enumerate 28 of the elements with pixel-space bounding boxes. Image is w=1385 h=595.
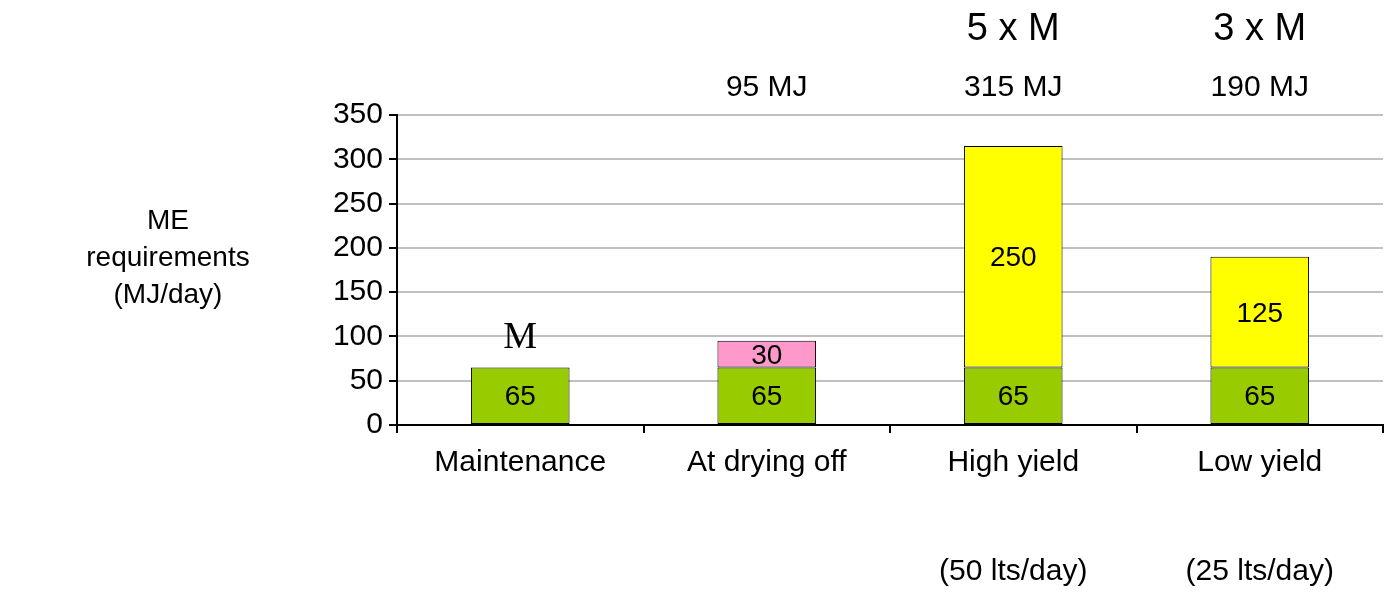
data-label: 65 — [751, 380, 783, 412]
x-tick-label: Low yield — [1197, 444, 1323, 478]
text: (50 lts/day) — [939, 553, 1088, 587]
annotation: M — [503, 314, 538, 357]
y-tick-label: 350 — [332, 96, 383, 130]
data-label: 30 — [751, 338, 783, 370]
data-label: 65 — [504, 380, 536, 412]
data-label: 250 — [989, 241, 1037, 273]
y-tick-label: 200 — [332, 229, 383, 263]
y-tick-label: 50 — [349, 361, 383, 395]
y-tick-label: 0 — [366, 406, 383, 440]
text: 3 x M — [1213, 6, 1307, 49]
data-label: 125 — [1236, 296, 1284, 328]
text: 95 MJ — [725, 69, 808, 103]
text: 5 x M — [966, 6, 1060, 49]
x-tick-label: At drying off — [686, 444, 848, 478]
text: (25 lts/day) — [1185, 553, 1334, 587]
y-tick-label: 250 — [332, 184, 383, 218]
y-axis-title: ME requirements (MJ/day) — [86, 203, 250, 309]
y-tick-label: 300 — [332, 140, 383, 174]
data-label: 65 — [1244, 380, 1276, 412]
x-tick-label: High yield — [947, 444, 1080, 478]
y-tick-label: 100 — [332, 317, 383, 351]
x-tick-label: Maintenance — [434, 444, 607, 478]
y-tick-label: 150 — [332, 273, 383, 307]
text: 315 MJ — [964, 69, 1063, 103]
text: 190 MJ — [1210, 69, 1309, 103]
data-label: 65 — [997, 380, 1029, 412]
